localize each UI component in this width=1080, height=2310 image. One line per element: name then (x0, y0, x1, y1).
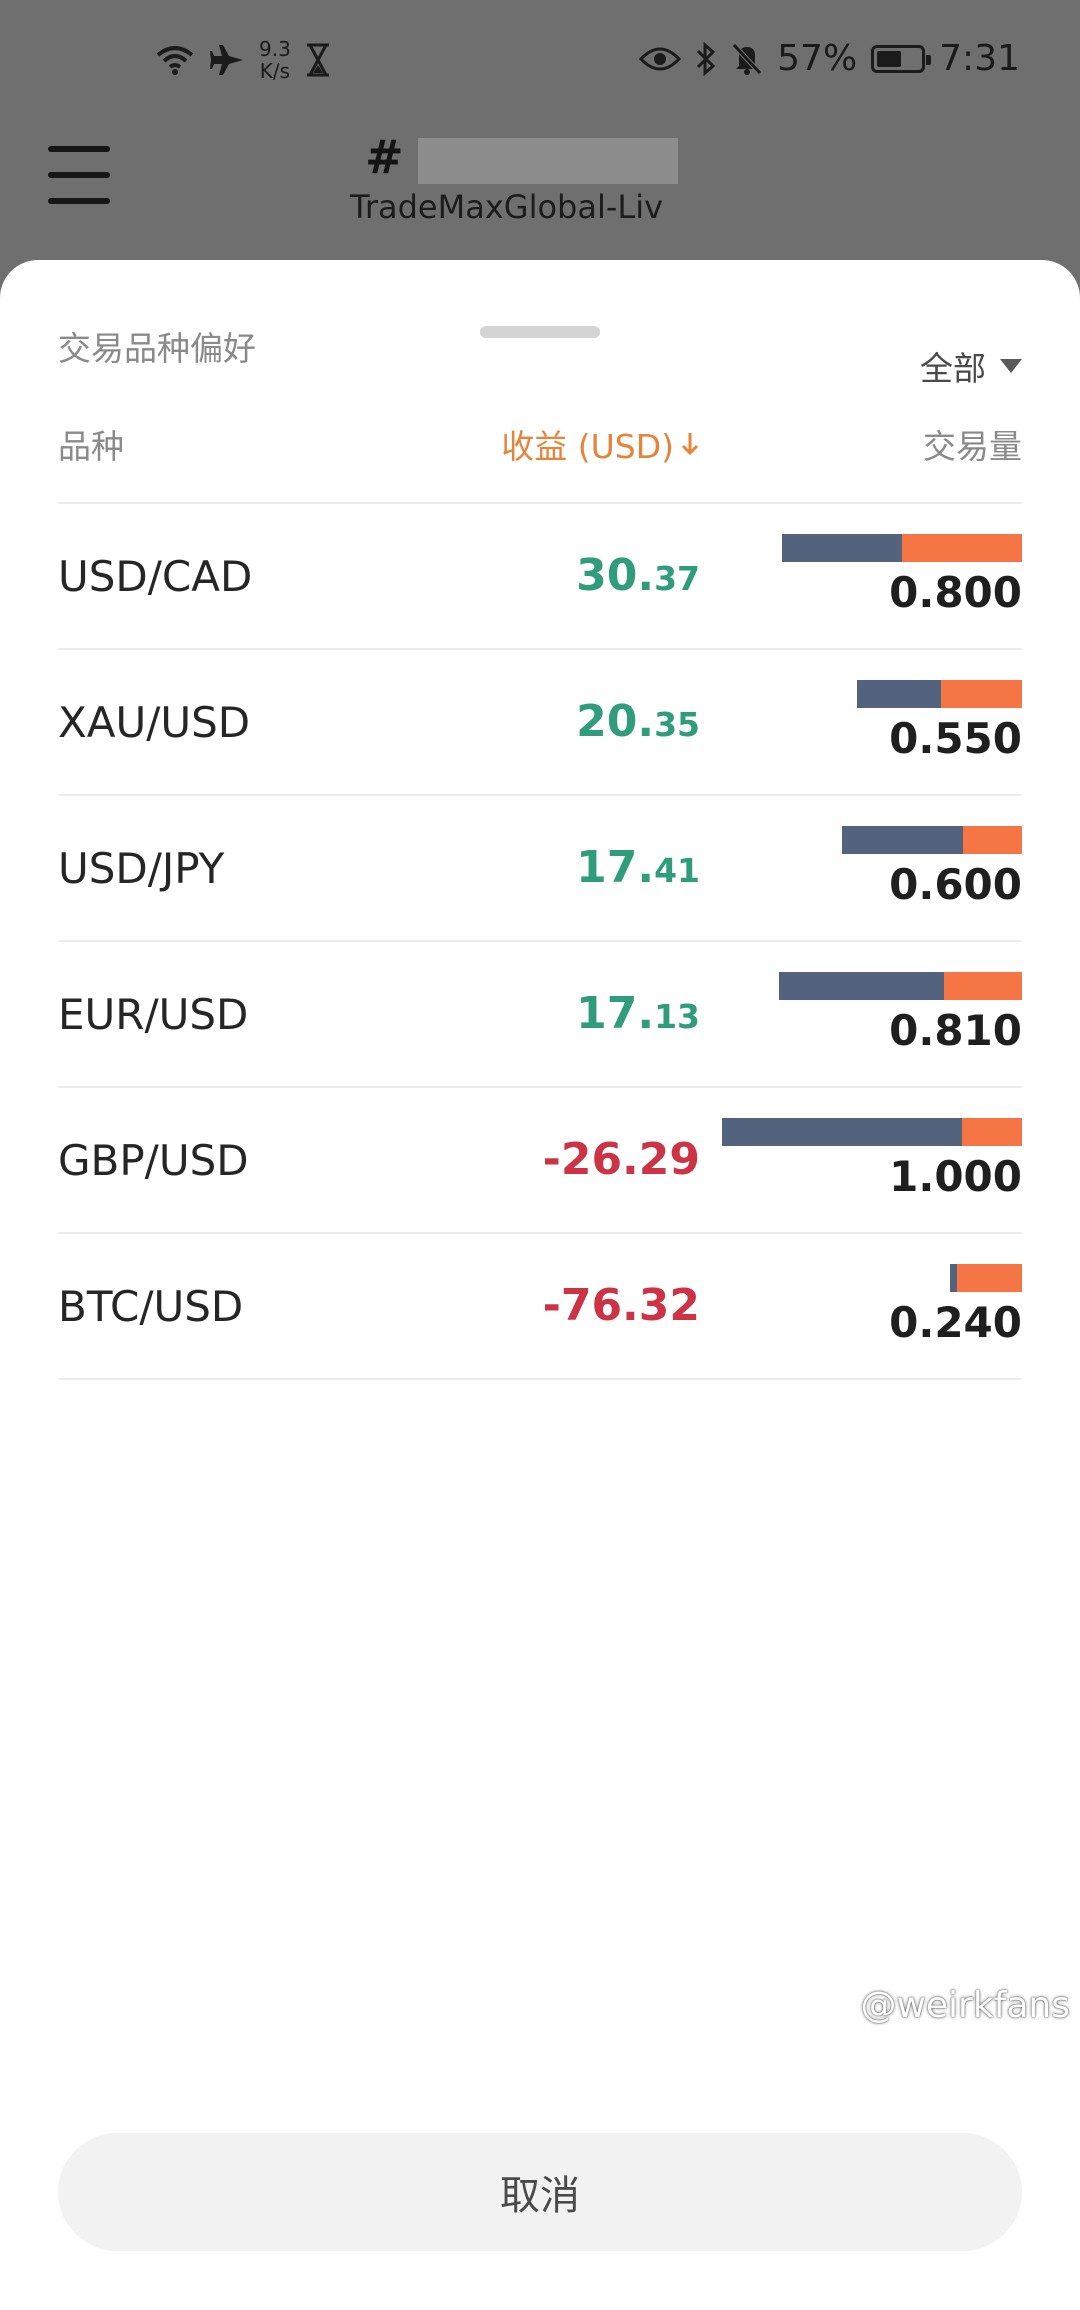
volume-bar-buy (857, 680, 942, 708)
volume-bar-sell (944, 972, 1022, 1000)
symbol-name: EUR/USD (58, 990, 249, 1039)
volume-bar-buy (782, 534, 902, 562)
profit-value: 17.13 (576, 988, 700, 1039)
symbol-list: USD/CAD 30.37 0.800 XAU/USD 20.35 0.550 … (58, 502, 1022, 1380)
profit-value: 17.41 (576, 842, 700, 893)
mute-bell-icon (732, 42, 762, 75)
column-header-profit[interactable]: 收益 (USD) (501, 420, 700, 468)
volume-bar-buy (722, 1118, 962, 1146)
bluetooth-icon (697, 41, 716, 76)
table-row[interactable]: BTC/USD -76.32 0.240 (58, 1232, 1022, 1380)
caret-down-icon (1000, 359, 1022, 373)
volume-value: 0.240 (889, 1298, 1022, 1347)
app-header: # TradeMaxGlobal-Liv (0, 130, 1080, 260)
volume-bar-sell (962, 1118, 1022, 1146)
volume-bar-sell (957, 1264, 1022, 1292)
volume-bar (779, 972, 1022, 1000)
symbol-name: XAU/USD (58, 698, 251, 747)
profit-value: 20.35 (576, 696, 700, 747)
volume-value: 0.810 (889, 1006, 1022, 1055)
table-row[interactable]: GBP/USD -26.29 1.000 (58, 1086, 1022, 1232)
account-number: # (365, 130, 678, 184)
wifi-icon (156, 46, 194, 75)
cancel-button[interactable]: 取消 (58, 2133, 1022, 2251)
column-header-profit-label: 收益 (USD) (501, 427, 674, 466)
watermark: @weirkfans (860, 1985, 1070, 2026)
filter-dropdown[interactable]: 全部 (920, 342, 1022, 390)
drag-handle[interactable] (480, 326, 600, 338)
volume-bar-sell (902, 534, 1022, 562)
hourglass-icon (306, 43, 329, 77)
redacted-block (417, 137, 678, 184)
clock: 7:31 (939, 38, 1020, 79)
profit-value: -76.32 (542, 1280, 700, 1331)
table-row[interactable]: EUR/USD 17.13 0.810 (58, 940, 1022, 1086)
symbol-name: USD/CAD (58, 552, 253, 601)
profit-value: 30.37 (576, 550, 700, 601)
volume-bar (782, 534, 1022, 562)
volume-bar-sell (962, 826, 1022, 854)
volume-value: 1.000 (889, 1152, 1022, 1201)
eye-icon (639, 47, 682, 70)
sort-down-arrow-icon (681, 433, 699, 456)
table-row[interactable]: XAU/USD 20.35 0.550 (58, 648, 1022, 794)
volume-bar (950, 1264, 1022, 1292)
volume-value: 0.550 (889, 714, 1022, 763)
table-row[interactable]: USD/CAD 30.37 0.800 (58, 502, 1022, 648)
volume-bar (722, 1118, 1022, 1146)
airplane-icon (210, 45, 243, 75)
volume-bar-buy (950, 1264, 958, 1292)
symbol-name: GBP/USD (58, 1136, 249, 1185)
battery-percent: 57% (777, 38, 858, 79)
volume-bar-buy (842, 826, 963, 854)
status-bar: 9.3 K/s 57% 7:31 (0, 0, 1080, 130)
network-speed: 9.3 K/s (259, 37, 291, 83)
volume-bar-buy (779, 972, 945, 1000)
symbol-name: USD/JPY (58, 844, 225, 893)
volume-value: 0.800 (889, 568, 1022, 617)
table-row[interactable]: USD/JPY 17.41 0.600 (58, 794, 1022, 940)
volume-value: 0.600 (889, 860, 1022, 909)
symbol-name: BTC/USD (58, 1282, 244, 1331)
menu-icon[interactable] (48, 146, 110, 206)
bottom-sheet: 交易品种偏好 全部 品种 收益 (USD) 交易量 USD/CAD 30.37 … (0, 260, 1080, 2310)
volume-bar (842, 826, 1022, 854)
volume-bar-sell (941, 680, 1022, 708)
column-header-volume[interactable]: 交易量 (923, 427, 1022, 466)
sheet-title: 交易品种偏好 (58, 329, 256, 368)
volume-bar (857, 680, 1022, 708)
battery-icon (871, 44, 932, 73)
profit-value: -26.29 (542, 1134, 700, 1185)
server-name: TradeMaxGlobal-Liv (350, 188, 664, 226)
column-header-symbol[interactable]: 品种 (58, 427, 124, 466)
filter-label: 全部 (920, 349, 986, 388)
